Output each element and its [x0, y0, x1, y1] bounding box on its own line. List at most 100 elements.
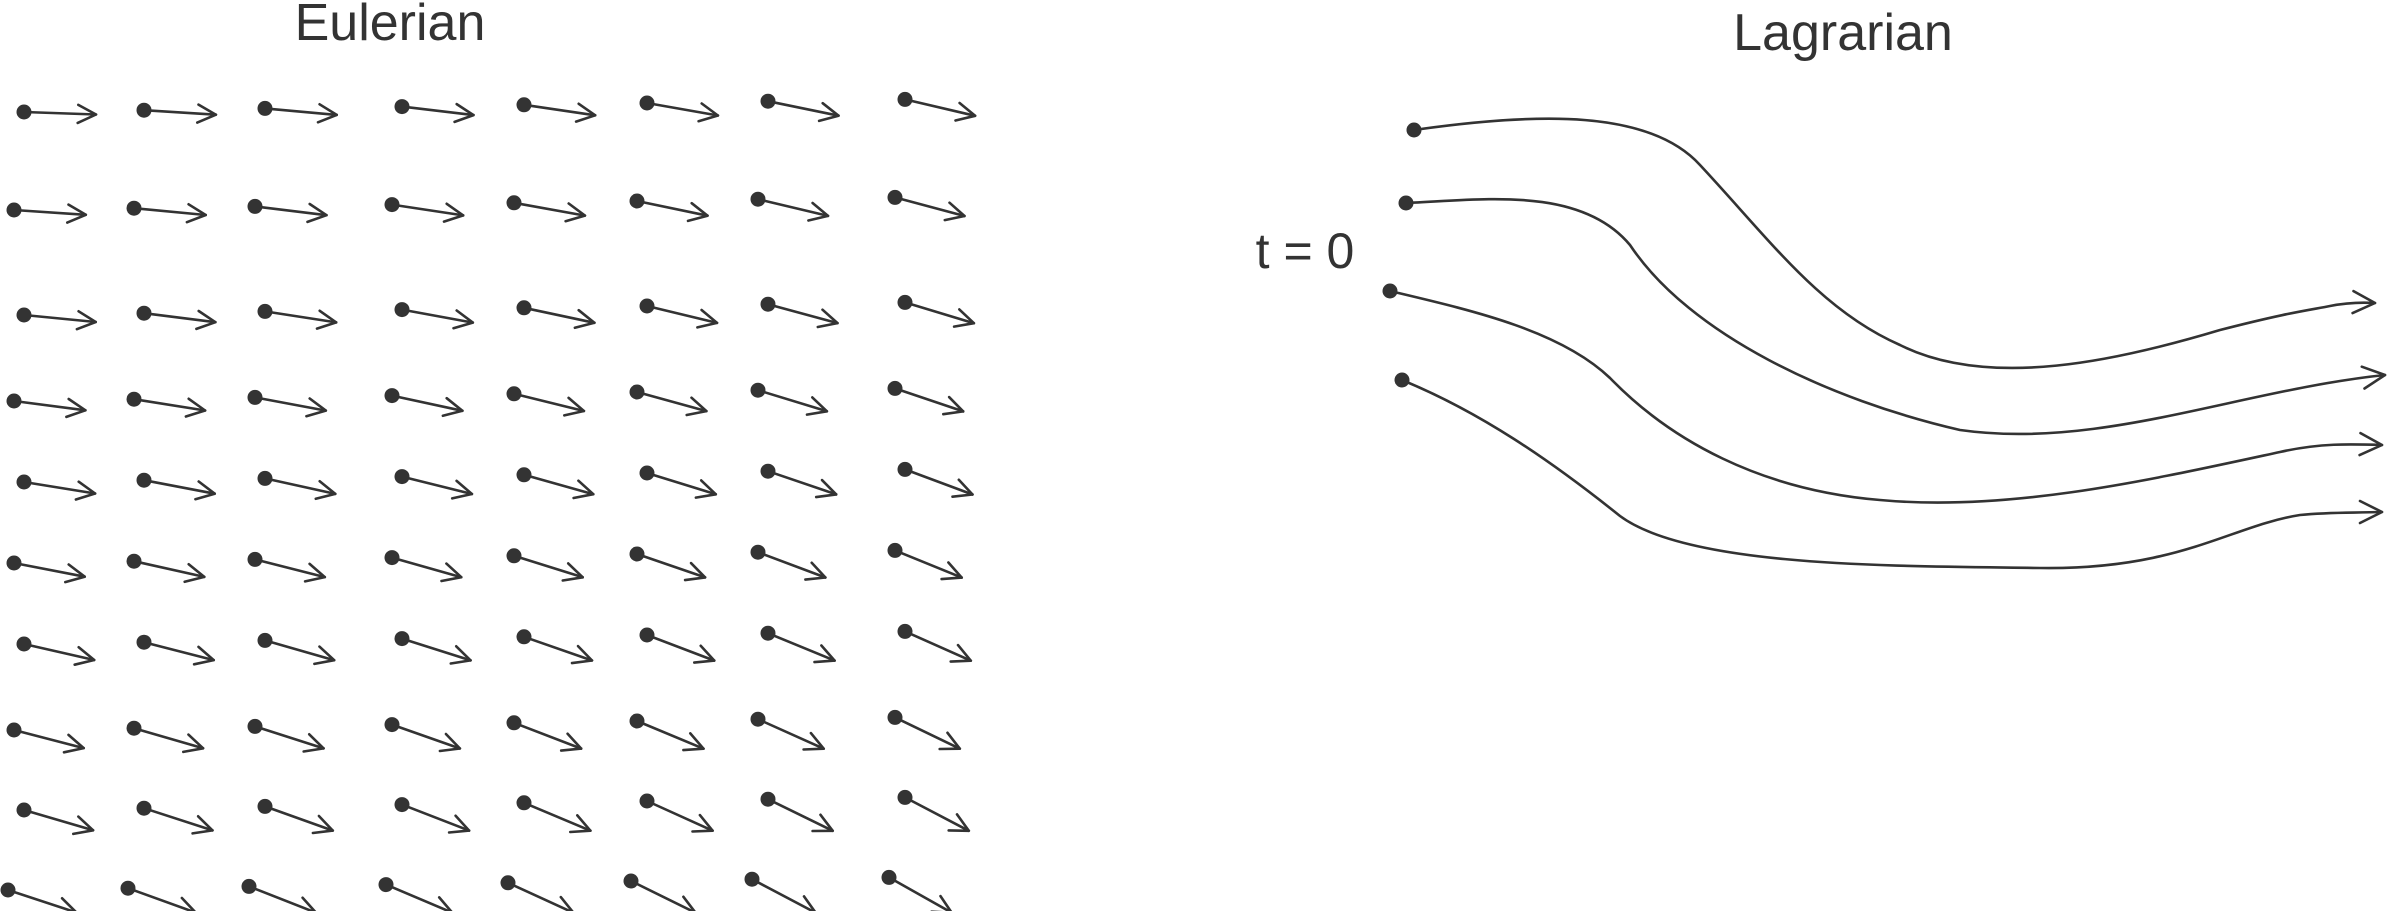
arrowhead	[817, 101, 840, 123]
fluid-point	[384, 550, 400, 566]
vector-shaft	[635, 390, 708, 413]
fluid-point	[629, 713, 645, 729]
fluid-point	[639, 465, 655, 481]
fluid-point	[506, 195, 522, 211]
fluid-point	[506, 386, 522, 402]
velocity-vector	[378, 877, 453, 911]
velocity-vector	[887, 189, 966, 222]
fluid-point	[760, 791, 776, 807]
vector-shaft	[253, 725, 325, 750]
pathline-curve	[1400, 378, 2384, 570]
velocity-vector	[384, 550, 463, 583]
vector-shaft	[512, 201, 587, 217]
fluid-point	[760, 463, 776, 479]
fluid-point	[6, 393, 22, 409]
vector-shaft	[263, 477, 337, 496]
arrowhead	[692, 644, 716, 664]
time-zero-label: t = 0	[1256, 223, 1355, 279]
vector-shaft	[390, 556, 463, 579]
fluid-point	[394, 469, 410, 485]
velocity-vector	[16, 636, 96, 667]
arrowhead	[562, 396, 586, 417]
velocity-vector	[0, 882, 77, 911]
vector-shaft	[22, 808, 95, 832]
vector-shaft	[12, 728, 85, 750]
arrowhead	[807, 201, 830, 222]
velocity-vector	[394, 631, 472, 665]
pathline	[1382, 283, 2384, 504]
velocity-vector	[897, 294, 976, 328]
vector-shaft	[247, 885, 316, 911]
velocity-vector	[760, 296, 839, 329]
vector-shaft	[756, 197, 830, 218]
pathline	[1394, 372, 2384, 570]
vector-shaft	[132, 397, 207, 412]
fluid-point	[897, 789, 913, 805]
arrowhead	[2360, 365, 2387, 390]
fluid-point	[257, 632, 273, 648]
vector-shaft	[893, 716, 962, 751]
fluid-point	[897, 91, 913, 107]
velocity-vector	[6, 202, 88, 224]
vector-shaft	[512, 721, 583, 750]
velocity-vector	[750, 544, 827, 581]
fluid-point	[629, 546, 645, 562]
fluid-point	[516, 467, 532, 483]
velocity-vector	[16, 474, 97, 501]
eulerian-title: Eulerian	[295, 0, 486, 52]
vector-shaft	[390, 394, 464, 413]
vector-shaft	[390, 203, 465, 217]
fluid-point	[384, 388, 400, 404]
pathline-curve	[1388, 289, 2384, 504]
fluid-point	[384, 197, 400, 213]
velocity-vector	[629, 546, 707, 582]
fluid-point	[639, 95, 655, 111]
vector-shaft	[400, 803, 471, 832]
vector-shaft	[506, 881, 573, 911]
vector-shaft	[522, 306, 596, 325]
fluid-point	[16, 636, 32, 652]
vector-shaft	[132, 559, 206, 579]
arrowhead	[802, 731, 826, 751]
fluid-point	[126, 391, 142, 407]
velocity-vector	[120, 880, 196, 911]
fluid-point	[247, 389, 263, 405]
arrowhead	[2358, 431, 2384, 457]
arrowhead	[183, 562, 206, 584]
arrowhead	[73, 645, 96, 667]
vector-shaft	[22, 642, 96, 662]
velocity-vector	[257, 303, 338, 330]
lagrangian-panel: Lagrarian t = 0	[1256, 4, 2387, 570]
vector-shaft	[400, 105, 475, 117]
vector-shaft	[635, 199, 709, 217]
vector-shaft	[635, 552, 707, 579]
velocity-vector	[639, 95, 720, 123]
velocity-vector	[500, 875, 574, 911]
eulerian-panel: Eulerian	[0, 0, 977, 911]
fluid-point	[16, 104, 32, 120]
vector-shaft	[263, 805, 335, 832]
vector-shaft	[263, 310, 338, 324]
velocity-vector	[247, 389, 328, 418]
vector-shaft	[893, 387, 965, 413]
velocity-vector	[384, 197, 465, 223]
pathline	[1406, 117, 2377, 370]
fluid-point	[394, 99, 410, 115]
vector-shaft	[522, 103, 597, 117]
velocity-vector	[639, 793, 714, 833]
fluid-point	[623, 873, 639, 889]
velocity-vector	[247, 198, 328, 224]
fluid-point	[136, 800, 152, 816]
arrowhead	[561, 562, 585, 582]
velocity-vector	[760, 93, 840, 123]
vector-shaft	[766, 797, 835, 833]
velocity-vector	[629, 193, 709, 223]
arrowhead	[696, 308, 719, 329]
arrowhead	[694, 479, 718, 499]
fluid-point	[639, 793, 655, 809]
fluid-point	[881, 869, 897, 885]
velocity-vector	[887, 709, 962, 751]
vector-shaft	[512, 554, 585, 579]
fluid-point	[516, 629, 532, 645]
fluid-point	[516, 97, 532, 113]
